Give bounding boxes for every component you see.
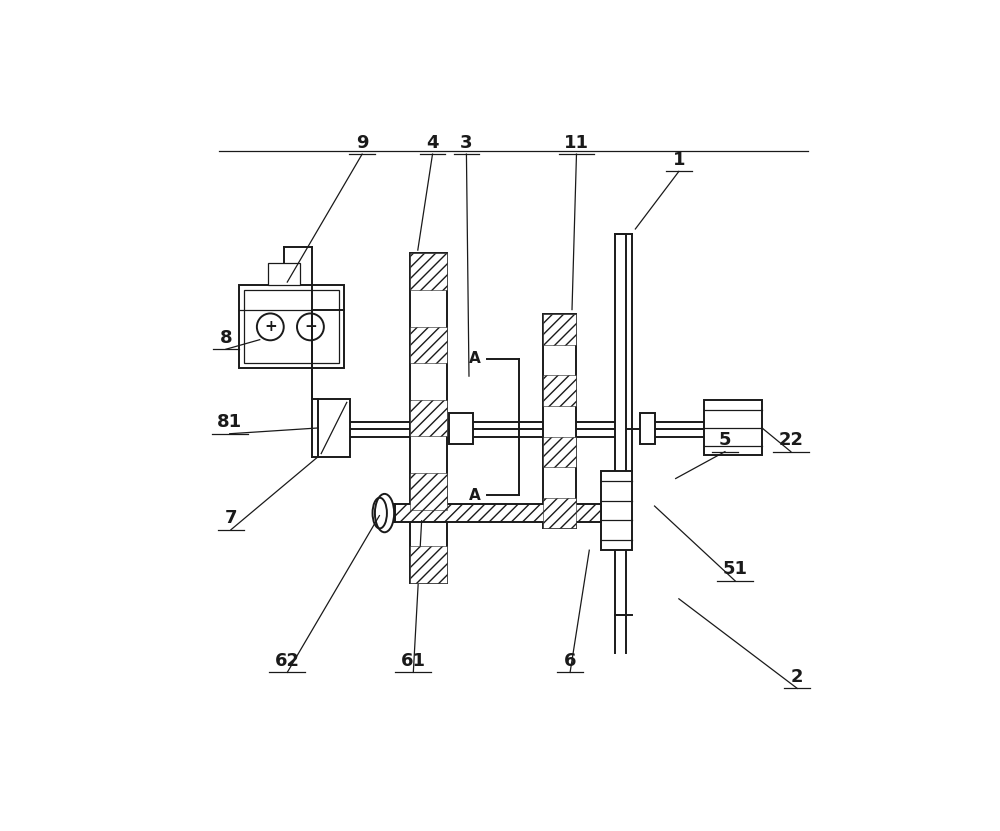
Text: 8: 8 <box>220 329 232 347</box>
Bar <box>410 473 447 509</box>
Bar <box>244 290 339 363</box>
Bar <box>615 234 626 615</box>
Text: A: A <box>469 488 481 503</box>
Bar <box>704 401 762 455</box>
Bar <box>449 413 473 444</box>
Bar <box>395 504 601 522</box>
Bar <box>543 376 576 406</box>
Text: 4: 4 <box>426 134 439 151</box>
Bar <box>543 498 576 529</box>
Bar <box>268 263 300 285</box>
Bar <box>601 471 632 550</box>
Bar <box>543 314 576 345</box>
Bar <box>543 436 576 467</box>
Text: A: A <box>469 352 481 366</box>
Text: 61: 61 <box>401 652 426 670</box>
Bar <box>543 314 576 529</box>
Text: +: + <box>264 319 277 334</box>
Text: 6: 6 <box>564 652 576 670</box>
Text: 51: 51 <box>723 560 748 578</box>
Bar <box>410 400 447 436</box>
Text: 2: 2 <box>791 668 803 686</box>
Bar <box>640 413 655 444</box>
Bar <box>410 253 447 290</box>
Bar <box>239 285 344 368</box>
Text: 9: 9 <box>356 134 368 151</box>
Text: 3: 3 <box>460 134 473 151</box>
Text: −: − <box>304 319 317 334</box>
Text: 81: 81 <box>217 413 242 431</box>
Bar <box>410 546 447 583</box>
Text: 22: 22 <box>778 431 803 449</box>
Bar <box>410 253 447 583</box>
Text: 7: 7 <box>225 509 237 527</box>
Text: 5: 5 <box>719 431 731 449</box>
Bar <box>410 327 447 363</box>
Bar <box>318 399 350 457</box>
Text: 11: 11 <box>564 134 589 151</box>
Text: 1: 1 <box>673 150 685 169</box>
Text: 62: 62 <box>275 652 300 670</box>
